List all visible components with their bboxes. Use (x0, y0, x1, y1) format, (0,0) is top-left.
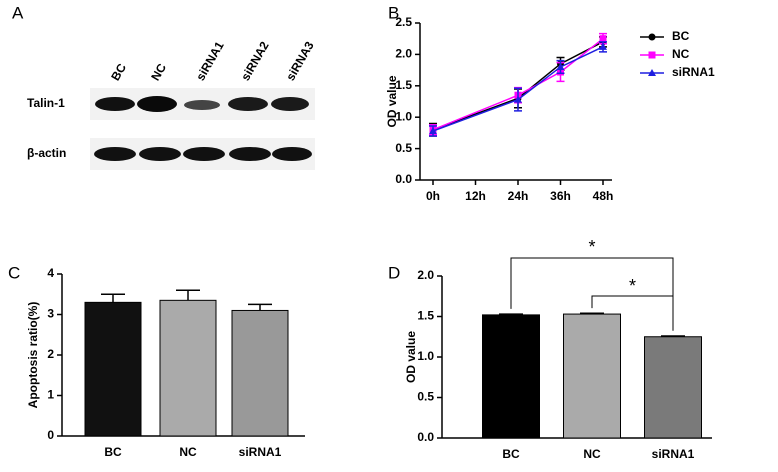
x-tick-label: NC (179, 445, 197, 459)
band (228, 97, 268, 111)
legend-marker (648, 69, 656, 76)
y-axis-label: OD value (404, 331, 418, 383)
legend-marker (648, 33, 656, 41)
x-tick-label: 48h (593, 189, 614, 203)
band (229, 147, 271, 161)
y-tick-label: 0.5 (417, 390, 434, 404)
band (137, 96, 177, 112)
data-point (556, 62, 565, 70)
x-tick-label: 12h (465, 189, 486, 203)
x-tick-label: 36h (550, 189, 571, 203)
band (95, 97, 135, 111)
bar (159, 299, 217, 437)
legend-label: BC (672, 29, 690, 43)
data-point (514, 95, 522, 103)
y-tick-label: 1 (47, 388, 54, 402)
annotation: * (588, 237, 595, 257)
y-tick-label: 1.0 (395, 109, 412, 123)
row-label: β-actin (27, 146, 66, 160)
band (139, 147, 181, 161)
bar (644, 336, 702, 439)
x-tick-label: BC (502, 447, 520, 461)
x-tick-label: 0h (426, 189, 440, 203)
bar (563, 313, 621, 439)
legend-label: NC (672, 47, 690, 61)
series-line (432, 46, 604, 132)
bar (84, 301, 142, 437)
error-bar (101, 293, 125, 303)
lane-label: siRNA2 (238, 39, 272, 83)
error-bar (176, 289, 200, 301)
legend-marker (648, 51, 656, 59)
lane-label: siRNA1 (193, 39, 227, 83)
y-axis-label: OD value (385, 75, 399, 127)
panel-letter: B (388, 3, 399, 22)
annotation: * (629, 276, 636, 296)
x-tick-label: NC (583, 447, 601, 461)
lane-label: siRNA3 (283, 39, 317, 83)
y-tick-label: 2.0 (395, 47, 412, 61)
error-bar (248, 303, 272, 311)
series-line (432, 41, 604, 131)
y-tick-label: 2.5 (395, 15, 412, 29)
y-tick-label: 0.5 (395, 141, 412, 155)
band (271, 97, 309, 111)
band (183, 147, 225, 161)
band (94, 147, 136, 161)
legend-label: siRNA1 (672, 65, 715, 79)
band (272, 147, 312, 161)
panel-letter: A (12, 3, 24, 22)
y-tick-label: 1.5 (395, 78, 412, 92)
lane-label: NC (148, 61, 169, 83)
y-tick-label: 1.0 (417, 349, 434, 363)
y-tick-label: 2.0 (417, 268, 434, 282)
series-line (432, 38, 604, 131)
panel-letter: C (8, 263, 20, 282)
x-tick-label: 24h (508, 189, 529, 203)
bracket (591, 295, 673, 309)
bar (482, 314, 540, 439)
panel-letter: D (388, 263, 400, 282)
bracket (510, 257, 674, 331)
row-label: Talin-1 (27, 96, 65, 110)
y-tick-label: 3 (47, 307, 54, 321)
data-point (429, 127, 437, 135)
y-tick-label: 0 (47, 428, 54, 442)
data-point (599, 42, 607, 50)
y-tick-label: 1.5 (417, 309, 434, 323)
lane-label: BC (108, 61, 129, 83)
y-axis-label: Apoptosis ratio(%) (26, 302, 40, 409)
y-tick-label: 0.0 (417, 430, 434, 444)
x-tick-label: BC (104, 445, 122, 459)
data-point (599, 35, 607, 43)
blot (90, 88, 315, 170)
y-tick-label: 0.0 (395, 172, 412, 186)
bar (231, 309, 289, 437)
band (184, 100, 220, 110)
y-tick-label: 2 (47, 347, 54, 361)
x-tick-label: siRNA1 (652, 447, 695, 461)
x-tick-label: siRNA1 (239, 445, 282, 459)
y-tick-label: 4 (47, 266, 54, 280)
